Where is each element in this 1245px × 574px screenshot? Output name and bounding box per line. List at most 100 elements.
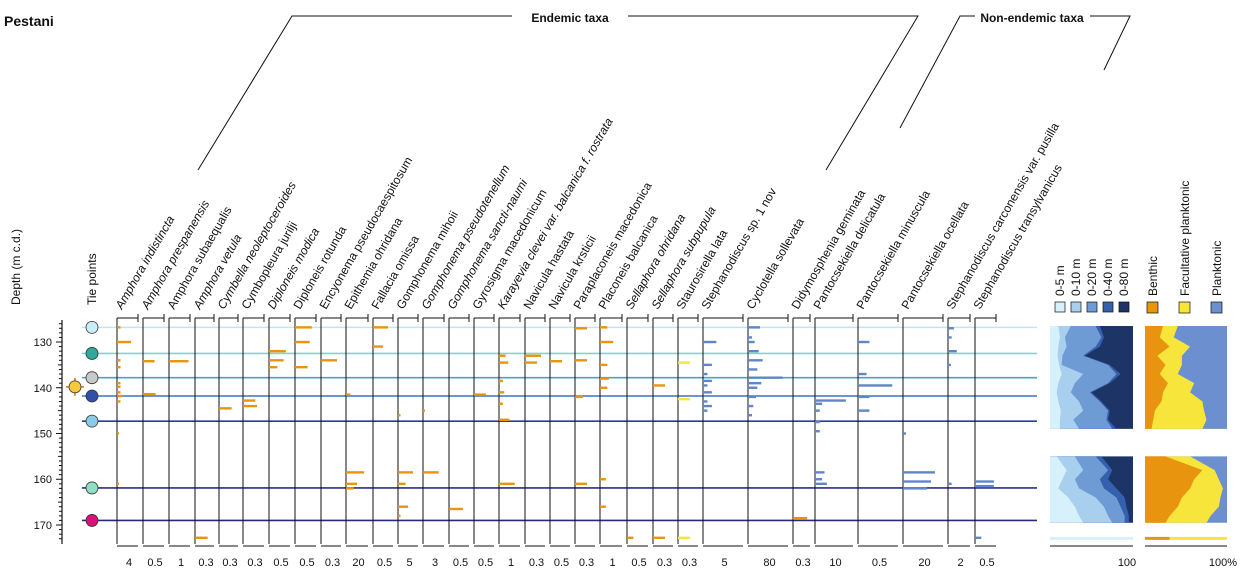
abundance-bar	[815, 399, 846, 402]
abundance-bar	[748, 326, 760, 329]
life-legend-label: Benthic	[1146, 256, 1160, 296]
column-scale-label: 0.5	[478, 557, 493, 569]
depth-axis: 130 140 150 160 170	[34, 320, 63, 544]
abundance-bar	[748, 381, 762, 385]
abundance-bar	[525, 354, 541, 357]
tie-point-1	[85, 347, 99, 360]
abundance-bar	[815, 409, 820, 412]
abundance-bar	[903, 480, 931, 483]
abundance-bar	[398, 471, 413, 474]
abundance-bar	[499, 391, 505, 394]
abundance-bar	[499, 402, 503, 405]
abundance-bar	[525, 361, 537, 364]
abundance-bar	[748, 404, 754, 408]
abundance-bar	[269, 349, 286, 353]
abundance-bar	[600, 377, 609, 380]
life-legend-label: Planktonic	[1210, 241, 1224, 296]
life-legend-swatch	[1178, 301, 1191, 314]
abundance-bar	[627, 536, 634, 539]
taxon-column: Karayevia clevei var. balcanica f. rostr…	[494, 115, 615, 569]
abundance-bar	[295, 340, 310, 344]
abundance-bar	[219, 407, 232, 410]
abundance-bar	[575, 359, 587, 362]
tie-point-0	[85, 320, 99, 334]
abundance-bar	[653, 384, 665, 387]
abundance-bar	[948, 336, 952, 339]
depth-legend-label: 0-10 m	[1069, 259, 1083, 296]
abundance-bar	[117, 391, 121, 394]
endemic-bracket-right	[628, 15, 919, 171]
column-scale-label: 3	[432, 557, 438, 569]
column-scale-label: 20	[918, 557, 930, 569]
life-legend-swatch	[1146, 301, 1159, 314]
column-scale-label: 1	[609, 557, 615, 569]
column-scale-label: 5	[406, 557, 412, 569]
abundance-bar	[117, 359, 121, 362]
abundance-bar	[117, 381, 121, 385]
abundance-bar	[321, 359, 337, 362]
abundance-bar	[678, 397, 690, 401]
column-scale-label: 0.5	[872, 557, 887, 569]
abundance-bar	[948, 327, 954, 330]
life-scale-label: 100%	[1209, 557, 1237, 569]
column-scale-label: 20	[352, 557, 364, 569]
abundance-bar	[295, 326, 312, 329]
abundance-bar	[117, 385, 121, 389]
abundance-bar	[398, 414, 401, 417]
column-scale-label: 1	[508, 557, 514, 569]
depth-bottom-strip	[1050, 536, 1133, 540]
abundance-bar	[117, 432, 119, 435]
tie-lines	[82, 326, 1037, 522]
depth-tick-label: 140	[34, 383, 52, 395]
abundance-bar	[815, 482, 827, 486]
abundance-bar	[815, 402, 823, 405]
life-bottom-strip	[1145, 536, 1170, 540]
abundance-bar	[269, 365, 278, 369]
depth-tick-label: 160	[34, 474, 52, 486]
life-form-panel: 100% Benthic Facultative planktonic Plankto…	[1145, 181, 1237, 569]
column-scale-label: 0.5	[554, 557, 569, 569]
abundance-bar	[703, 400, 708, 403]
depth-legend-label: 0-20 m	[1085, 259, 1099, 296]
abundance-bar	[499, 418, 510, 421]
column-scale-label: 4	[126, 557, 132, 569]
life-area-upper-0	[1145, 326, 1170, 429]
abundance-bar	[423, 471, 439, 474]
abundance-bar	[975, 480, 994, 483]
column-scale-label: 5	[721, 557, 727, 569]
life-area-lower-0	[1145, 456, 1203, 523]
column-scale-label: 0.5	[453, 557, 468, 569]
abundance-bar	[600, 363, 608, 367]
abundance-bar	[398, 482, 406, 486]
abundance-bar	[703, 384, 708, 387]
column-scale-label: 0.5	[147, 557, 162, 569]
abundance-bar	[243, 399, 256, 402]
column-scale-label: 0.3	[529, 557, 544, 569]
abundance-bar	[903, 487, 927, 490]
abundance-bar	[703, 379, 712, 383]
abundance-bar	[653, 536, 665, 539]
column-scale-label: 0.3	[222, 557, 237, 569]
abundance-bar	[398, 514, 401, 518]
depth-legend-label: 0-40 m	[1101, 259, 1115, 296]
abundance-bar	[474, 393, 486, 396]
column-scale-label: 0.3	[325, 557, 340, 569]
depth-legend-swatch	[1118, 301, 1130, 313]
column-scale-label: 0.5	[273, 557, 288, 569]
life-bottom-strip	[1169, 536, 1227, 540]
nonendemic-bracket-left	[899, 15, 975, 129]
depth-scale-label: 100	[1118, 557, 1136, 569]
abundance-bar	[748, 395, 756, 399]
column-scale-label: 2	[957, 557, 963, 569]
abundance-bar	[117, 326, 121, 329]
abundance-bar	[295, 365, 308, 369]
y-axis-label: Depth (m c.d.)	[9, 229, 23, 305]
column-scale-label: 0.3	[657, 557, 672, 569]
column-scale-label: 0.5	[631, 557, 646, 569]
abundance-bar	[748, 359, 763, 362]
life-legend-label: Facultative planktonic	[1178, 181, 1192, 296]
abundance-bar	[499, 379, 503, 383]
chart-title: Pestani	[4, 13, 54, 29]
